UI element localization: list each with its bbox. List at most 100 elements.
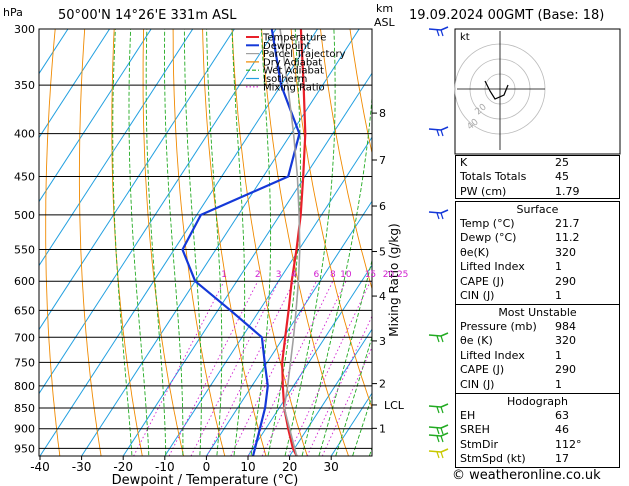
km-asl-label: ASL xyxy=(374,16,395,29)
hodograph-trace xyxy=(484,80,509,100)
surface-value: 11.2 xyxy=(555,231,580,245)
mixing-ratio-label: 3 xyxy=(276,270,282,280)
isotherm-line xyxy=(164,136,372,456)
wind-barb-shaft xyxy=(440,26,449,31)
wind-barb-shaft xyxy=(428,426,442,429)
km-tick-label: 3 xyxy=(379,335,386,348)
datetime-title: 19.09.2024 00GMT (Base: 18) xyxy=(409,8,605,23)
mixing-ratio-label: 25 xyxy=(397,270,408,280)
most-unstable-row: Pressure (mb) 984 xyxy=(456,320,619,334)
mixing-ratio-label: 15 xyxy=(365,270,376,280)
dry-adiabat-line xyxy=(202,29,267,456)
mixing-ratio-lines xyxy=(133,280,372,456)
most-unstable-label: θe (K) xyxy=(460,334,493,348)
wind-barb-shaft xyxy=(440,448,449,453)
wind-barb-feather xyxy=(440,435,444,443)
pressure-tick-label: 650 xyxy=(14,304,35,317)
x-tick-label: 0 xyxy=(203,460,211,474)
pw-label: PW (cm) xyxy=(460,184,507,198)
dry-adiabat-line xyxy=(320,29,372,291)
most-unstable-row: θe (K) 320 xyxy=(456,334,619,348)
pressure-tick-label: 950 xyxy=(14,442,35,455)
wind-barb-feather xyxy=(436,451,440,459)
km-tick-label: 8 xyxy=(379,107,386,120)
hodograph-unit-label: kt xyxy=(460,32,470,43)
surface-label: Dewp (°C) xyxy=(460,231,517,245)
k-label: K xyxy=(460,156,468,169)
mixing-ratio-label: 4 xyxy=(291,270,297,280)
legend-label: Mixing Ratio xyxy=(263,82,325,93)
most-unstable-value: 1 xyxy=(555,348,562,362)
mixing-ratio-label: 8 xyxy=(330,270,336,280)
surface-value: 1 xyxy=(555,260,562,274)
wind-barb-feather xyxy=(436,212,440,220)
x-tick-label: 30 xyxy=(324,460,339,474)
dry-adiabat-line xyxy=(172,29,226,456)
pw-value: 1.79 xyxy=(555,184,580,198)
surface-label: Temp (°C) xyxy=(460,217,515,230)
x-tick-label: -30 xyxy=(72,460,92,474)
legend-label: Isotherm xyxy=(263,74,307,85)
most-unstable-label: CAPE (J) xyxy=(460,363,505,377)
tt-row: Totals Totals 45 xyxy=(456,170,619,184)
surface-row: θe(K) 320 xyxy=(456,246,619,260)
surface-row: CIN (J) 1 xyxy=(456,289,619,303)
surface-value: 320 xyxy=(555,245,576,259)
isotherm-line xyxy=(39,29,235,331)
surface-row: Lifted Index 1 xyxy=(456,260,619,274)
mixing-ratio-label: 10 xyxy=(340,270,352,280)
axes: -40 -30 -20 -10 0 10 20 30 Dewpoint / Temperatur… xyxy=(30,107,405,486)
pressure-tick-label: 550 xyxy=(14,244,35,257)
wind-barb-shaft xyxy=(428,128,442,131)
most-unstable-rows: Pressure (mb) 984 θe (K) 320 Lifted Index 1 CA… xyxy=(456,320,619,392)
mixing-ratio-line xyxy=(287,281,371,456)
x-tick-label: -40 xyxy=(30,460,50,474)
tt-label: Totals Totals xyxy=(460,170,527,184)
most-unstable-value: 1 xyxy=(555,377,562,391)
km-tick-label: 5 xyxy=(379,246,386,259)
wind-barb-feather xyxy=(436,435,440,443)
most-unstable-value: 290 xyxy=(555,363,576,377)
wind-barb-feather xyxy=(436,29,440,37)
mixing-ratio-label: 20 xyxy=(383,270,395,280)
surface-label: θe(K) xyxy=(460,245,490,259)
surface-label: CIN (J) xyxy=(460,289,495,303)
legend-label: Dewpoint xyxy=(263,41,311,52)
mixing-ratio-line xyxy=(247,281,334,456)
surface-value: 290 xyxy=(555,274,576,288)
wet-adiabat-line xyxy=(112,29,133,456)
wind-barb-shaft xyxy=(440,126,449,131)
hodograph-value: 46 xyxy=(555,423,569,437)
surface-table: Surface Temp (°C) 21.7 Dewp (°C) 11.2 θe(K) 3… xyxy=(455,201,620,305)
wind-barb-feather xyxy=(440,335,444,343)
wet-adiabat-line xyxy=(183,29,202,456)
most-unstable-row: CAPE (J) 290 xyxy=(456,363,619,377)
km-unit: km xyxy=(376,2,394,15)
wind-barb-feather xyxy=(436,129,440,137)
hodograph-row: StmDir 112° xyxy=(456,438,619,452)
x-tick-label: 20 xyxy=(282,460,297,474)
pressure-tick-label: 600 xyxy=(14,275,35,288)
temperature-line xyxy=(281,29,307,456)
surface-title: Surface xyxy=(516,203,559,216)
wind-barbs xyxy=(428,26,449,459)
hodograph-table: Hodograph EH 63 SREH 46 StmDir 112° StmSpd (kt… xyxy=(455,393,620,468)
credit-text: © weatheronline.co.uk xyxy=(452,468,601,483)
isotherm-line xyxy=(39,29,152,203)
pressure-tick-label: 450 xyxy=(14,171,35,184)
most-unstable-label: Lifted Index xyxy=(460,348,525,362)
wind-barb-feather xyxy=(440,129,444,137)
most-unstable-value: 984 xyxy=(555,320,576,333)
pressure-tick-label: 300 xyxy=(14,23,35,36)
km-tick-label: 2 xyxy=(379,378,386,391)
hodograph-row: StmSpd (kt) 17 xyxy=(456,452,619,466)
wind-barb-feather xyxy=(436,406,440,414)
x-axis-label: Dewpoint / Temperature (°C) xyxy=(112,473,299,486)
km-tick-label: 4 xyxy=(379,290,386,303)
wet-adiabat-line xyxy=(164,29,184,456)
k-value: 25 xyxy=(555,156,569,169)
dry-adiabat-line xyxy=(78,29,102,456)
most-unstable-title: Most Unstable xyxy=(498,306,577,319)
